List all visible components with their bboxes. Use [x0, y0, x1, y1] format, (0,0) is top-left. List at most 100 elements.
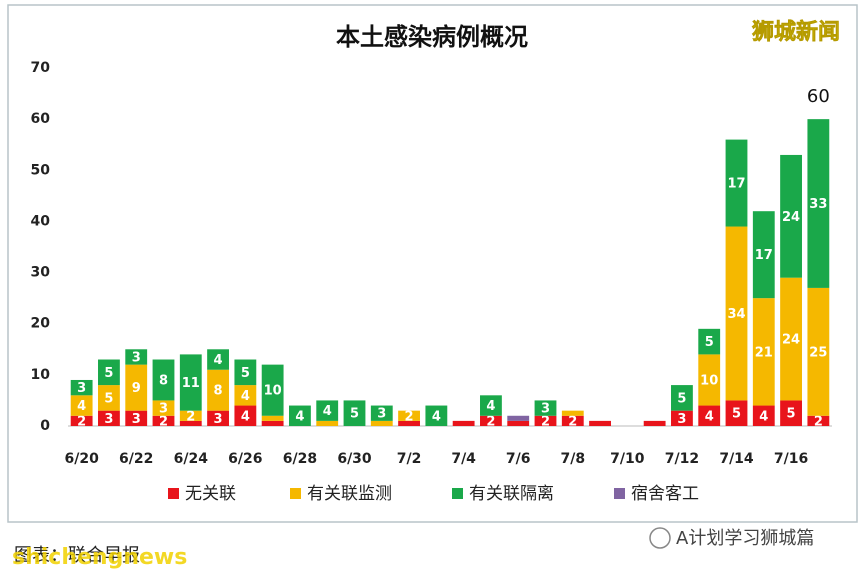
bar-segment — [698, 354, 721, 406]
bar-segment — [125, 349, 148, 365]
data-label: 5 — [677, 391, 686, 406]
watermark: 狮城新闻 — [752, 19, 840, 45]
x-tick-label: 7/10 — [610, 451, 645, 467]
data-label: 11 — [182, 376, 200, 391]
bar-segment — [261, 420, 284, 426]
bar-segment — [425, 405, 448, 426]
data-label: 25 — [809, 345, 827, 360]
bar-segment — [98, 385, 120, 411]
data-label: 2 — [568, 414, 577, 429]
y-tick-label: 50 — [31, 162, 51, 178]
bar-segment — [125, 410, 148, 426]
y-tick-label: 0 — [40, 418, 50, 434]
data-label: 2 — [77, 414, 86, 429]
data-label: 4 — [486, 399, 495, 414]
bar-segment — [370, 420, 393, 426]
data-label: 4 — [214, 353, 223, 368]
bar-segment — [152, 400, 175, 416]
bar-segment — [671, 385, 693, 411]
data-label: 4 — [759, 409, 768, 424]
data-label: 2 — [159, 414, 168, 429]
data-label: 10 — [264, 384, 282, 399]
bar-segment — [398, 420, 420, 426]
wechat-icon — [649, 527, 671, 549]
legend-label: 宿舍客工 — [631, 484, 699, 504]
x-tick-label: 7/16 — [774, 451, 808, 467]
bar-segment — [725, 226, 748, 401]
bar-segment — [125, 364, 148, 411]
bar-segment — [807, 119, 830, 288]
y-tick-label: 20 — [31, 316, 51, 332]
footer-watermark: shichengnews — [12, 545, 187, 570]
y-tick-label: 30 — [31, 265, 51, 281]
data-label: 3 — [77, 381, 86, 396]
data-label: 5 — [104, 391, 113, 406]
data-label: 21 — [755, 345, 773, 360]
data-label: 2 — [486, 414, 495, 429]
data-label: 3 — [132, 350, 141, 365]
bar-segment — [698, 328, 721, 355]
data-label: 3 — [677, 412, 686, 427]
bar-segment — [316, 400, 339, 421]
data-label: 4 — [432, 409, 441, 424]
data-label: 2 — [541, 414, 550, 429]
legend-swatch — [452, 488, 463, 499]
bar-segment — [316, 420, 339, 426]
x-tick-label: 7/4 — [451, 451, 476, 467]
bar-segment — [507, 415, 530, 421]
legend-label: 无关联 — [185, 484, 236, 504]
data-label: 17 — [755, 248, 773, 263]
bar-segment — [561, 410, 584, 416]
bar-segment — [98, 359, 120, 386]
legend-label: 有关联隔离 — [469, 484, 554, 504]
x-tick-label: 6/24 — [174, 451, 209, 467]
data-label: 4 — [323, 404, 332, 419]
bar-segment — [70, 379, 93, 396]
bar-segment — [152, 415, 175, 426]
caption: 图表：联合早报 — [14, 545, 140, 566]
x-tick-label: 6/28 — [283, 451, 317, 467]
y-tick-label: 40 — [31, 213, 51, 229]
bar-segment — [98, 410, 120, 426]
bar-segment — [807, 287, 830, 416]
data-label: 3 — [132, 412, 141, 427]
y-tick-label: 10 — [31, 367, 51, 383]
data-label: 5 — [104, 366, 113, 381]
data-label: 5 — [241, 366, 250, 381]
data-label: 3 — [104, 412, 113, 427]
bar-segment — [179, 354, 202, 411]
bar-segment — [370, 405, 393, 421]
data-label: 4 — [705, 409, 714, 424]
bar-segment — [725, 139, 748, 227]
bar-segment — [480, 395, 502, 416]
y-tick-label: 60 — [31, 111, 51, 127]
legend-label: 有关联监测 — [307, 484, 392, 504]
bar-segment — [507, 420, 530, 426]
data-label: 10 — [700, 373, 718, 388]
bar-segment — [179, 410, 202, 421]
bar-segment — [289, 405, 311, 426]
bar-segment — [589, 420, 611, 426]
x-tick-label: 6/22 — [119, 451, 153, 467]
x-tick-label: 7/14 — [719, 451, 754, 467]
bar-segment — [725, 400, 748, 426]
bar-segment — [70, 415, 93, 426]
data-label: 8 — [214, 384, 223, 399]
data-label: 4 — [77, 399, 86, 414]
bar-segment — [698, 405, 721, 426]
bar-segment — [752, 405, 775, 426]
data-label: 2 — [186, 409, 195, 424]
data-label: 24 — [782, 333, 800, 348]
bar-segment — [643, 420, 666, 426]
data-label: 17 — [727, 177, 745, 192]
bar-segment — [534, 415, 557, 426]
data-label: 24 — [782, 210, 800, 225]
bar-segment — [207, 369, 229, 411]
bar-segment — [398, 410, 420, 421]
x-tick-label: 7/2 — [397, 451, 422, 467]
data-label: 4 — [241, 389, 250, 404]
bar-segment — [452, 420, 475, 426]
data-label: 2 — [814, 414, 823, 429]
legend-swatch — [614, 488, 625, 499]
